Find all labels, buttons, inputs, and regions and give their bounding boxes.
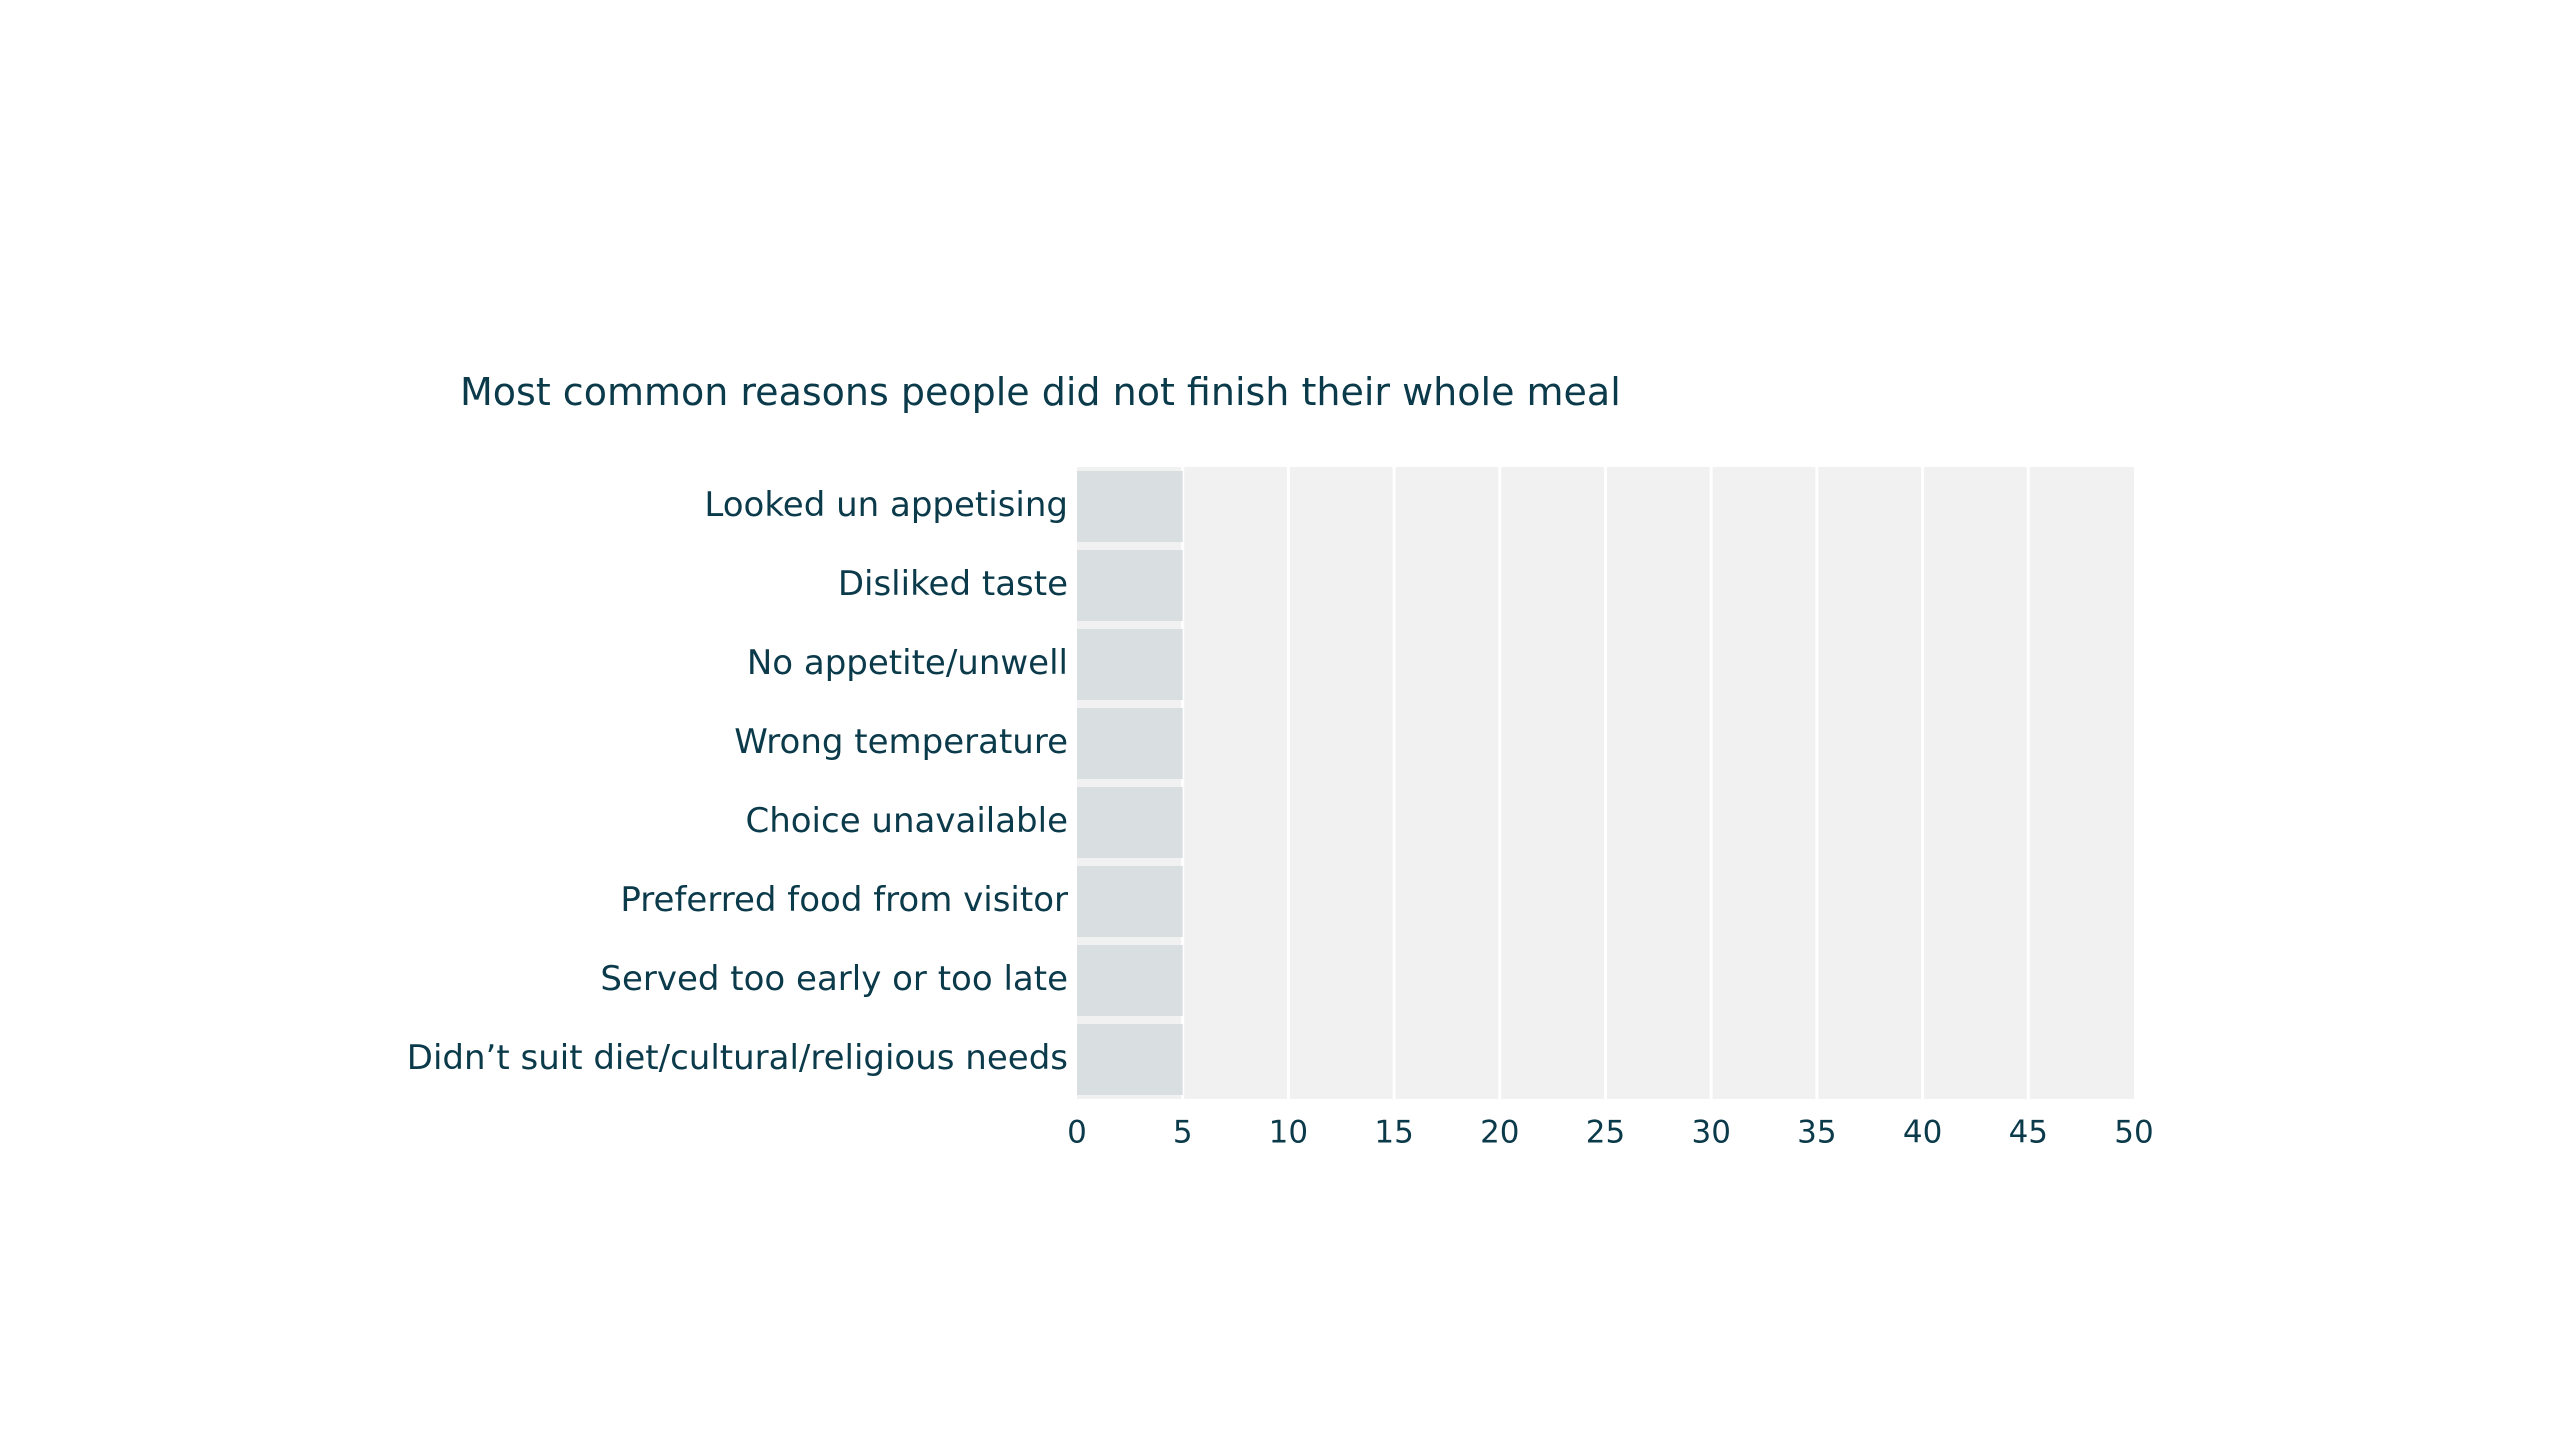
bar-4 bbox=[1077, 787, 1183, 858]
bar-1 bbox=[1077, 550, 1183, 621]
x-tick-label-10: 10 bbox=[1269, 1115, 1308, 1151]
x-tick-label-30: 30 bbox=[1691, 1115, 1730, 1151]
x-tick-label-50: 50 bbox=[2114, 1115, 2153, 1151]
category-label-0: Looked un appetising bbox=[704, 485, 1068, 525]
x-tick-label-40: 40 bbox=[1903, 1115, 1942, 1151]
chart-title: Most common reasons people did not finis… bbox=[460, 370, 1621, 414]
category-label-1: Disliked taste bbox=[838, 564, 1068, 604]
category-label-4: Choice unavailable bbox=[745, 801, 1068, 841]
x-tick-label-5: 5 bbox=[1173, 1115, 1193, 1151]
category-label-7: Didn’t suit diet/cultural/religious need… bbox=[407, 1038, 1068, 1078]
category-label-3: Wrong temperature bbox=[734, 722, 1068, 762]
x-axis-tick-labels: 0 5 10 15 20 25 30 35 40 45 50 bbox=[1067, 1115, 2154, 1151]
x-tick-label-25: 25 bbox=[1586, 1115, 1625, 1151]
bar-2 bbox=[1077, 629, 1183, 700]
x-tick-label-45: 45 bbox=[2009, 1115, 2048, 1151]
bar-7 bbox=[1077, 1024, 1183, 1095]
x-tick-label-15: 15 bbox=[1374, 1115, 1413, 1151]
category-label-5: Preferred food from visitor bbox=[620, 880, 1068, 920]
bar-3 bbox=[1077, 708, 1183, 779]
bar-5 bbox=[1077, 866, 1183, 937]
bar-0 bbox=[1077, 471, 1183, 542]
bar-6 bbox=[1077, 945, 1183, 1016]
category-labels: Looked un appetising Disliked taste No app… bbox=[407, 485, 1068, 1078]
x-tick-label-35: 35 bbox=[1797, 1115, 1836, 1151]
bars bbox=[1077, 471, 1183, 1095]
category-label-2: No appetite/unwell bbox=[747, 643, 1068, 683]
x-tick-label-20: 20 bbox=[1480, 1115, 1519, 1151]
category-label-6: Served too early or too late bbox=[600, 959, 1068, 999]
x-tick-label-0: 0 bbox=[1067, 1115, 1087, 1151]
